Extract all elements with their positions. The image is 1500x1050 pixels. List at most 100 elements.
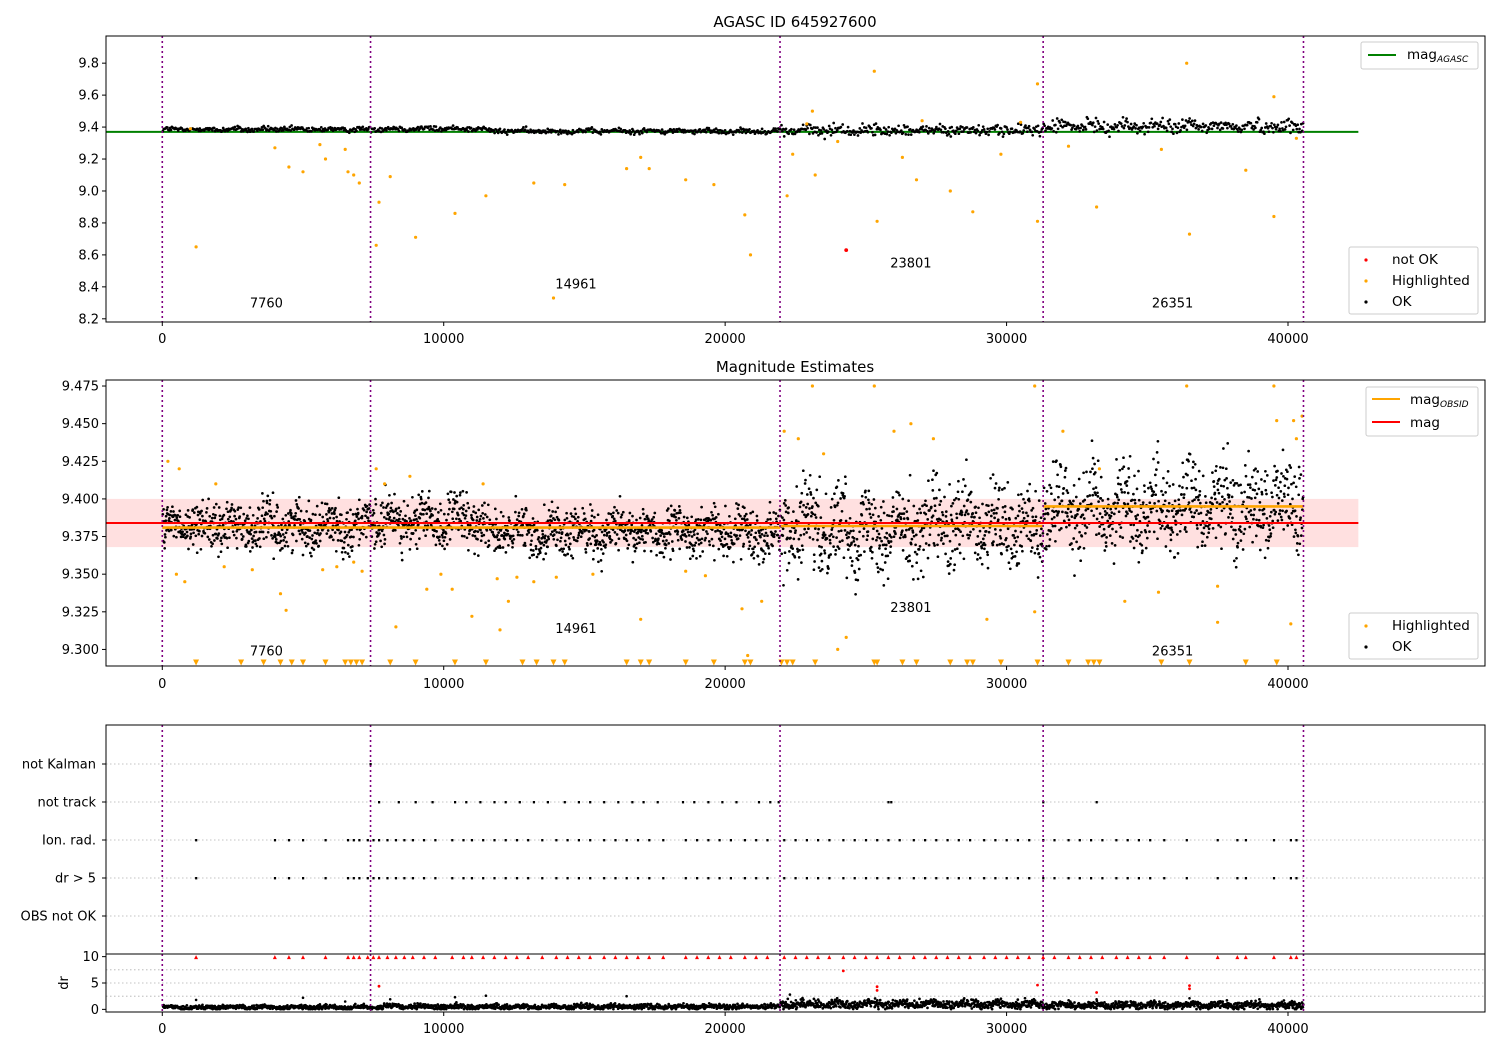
ok-point xyxy=(1287,486,1290,490)
ok-point xyxy=(357,498,361,502)
ok-point xyxy=(976,558,979,561)
ok-point xyxy=(1013,555,1017,558)
ok-point xyxy=(628,129,632,132)
ok-point xyxy=(366,516,370,520)
ok-point xyxy=(335,519,339,523)
clipped-highlighted-marker xyxy=(288,659,295,666)
ok-point xyxy=(684,535,688,538)
clipped-highlighted-marker xyxy=(561,659,568,666)
ok-point xyxy=(1291,128,1295,132)
ok-point xyxy=(467,506,471,510)
ok-point xyxy=(1044,512,1047,516)
ok-point xyxy=(707,540,711,543)
ok-point xyxy=(427,496,430,500)
flag-mark xyxy=(1272,877,1276,880)
ok-point xyxy=(1050,127,1054,130)
highlighted-point xyxy=(796,437,800,441)
ok-point xyxy=(1030,130,1034,134)
ok-point xyxy=(1026,489,1029,493)
clipped-highlighted-marker xyxy=(913,659,920,666)
ok-point xyxy=(167,529,171,533)
ok-point xyxy=(951,502,955,505)
ok-point xyxy=(755,514,759,518)
highlighted-point xyxy=(791,152,795,156)
ok-point xyxy=(499,546,502,550)
ok-point xyxy=(1038,134,1042,138)
ok-point xyxy=(1182,475,1185,479)
ok-point xyxy=(1138,129,1142,133)
ok-point xyxy=(868,512,872,516)
ok-point xyxy=(372,511,376,515)
ok-point xyxy=(817,133,820,137)
ok-point xyxy=(848,516,852,520)
ok-point xyxy=(1272,130,1275,134)
ok-point xyxy=(808,507,811,510)
ok-point xyxy=(511,541,515,545)
ok-point xyxy=(1108,135,1111,139)
ok-point xyxy=(786,511,790,515)
clipped-highlighted-marker xyxy=(646,659,653,666)
ok-point xyxy=(1226,442,1230,445)
ok-point xyxy=(297,529,301,533)
ok-point xyxy=(792,537,796,541)
ok-point xyxy=(1015,564,1019,567)
panel2-marks xyxy=(106,380,1359,666)
ok-point xyxy=(1063,475,1067,479)
ok-point xyxy=(1258,501,1262,504)
ok-point xyxy=(1258,508,1261,512)
ok-point xyxy=(590,509,594,512)
ok-point xyxy=(312,548,316,551)
ok-point xyxy=(640,131,644,135)
ok-point xyxy=(1155,509,1159,513)
ok-point xyxy=(860,494,864,498)
ok-point xyxy=(1254,534,1258,538)
ok-point xyxy=(898,493,901,497)
ok-point xyxy=(829,506,833,509)
ok-point xyxy=(1071,547,1074,551)
clipped-highlighted-marker xyxy=(353,659,360,666)
ok-point xyxy=(539,546,543,550)
ok-point xyxy=(1165,481,1169,485)
ok-point xyxy=(1212,124,1216,128)
ok-point xyxy=(803,513,806,517)
flag-mark xyxy=(935,839,938,842)
ok-point xyxy=(1265,492,1268,496)
ok-point xyxy=(794,519,798,522)
ok-point xyxy=(835,485,839,489)
ok-point xyxy=(1079,126,1082,130)
ok-point xyxy=(1238,525,1242,528)
ok-point xyxy=(717,547,721,551)
highlighted-point xyxy=(703,574,708,578)
ok-point xyxy=(1223,498,1226,501)
highlighted-point xyxy=(920,119,924,123)
ok-point xyxy=(604,546,607,549)
ok-point xyxy=(1115,495,1119,499)
ok-point xyxy=(988,129,991,133)
ok-point xyxy=(275,503,279,507)
ok-point xyxy=(201,519,205,522)
ok-point xyxy=(743,506,746,510)
ok-point xyxy=(862,502,865,506)
ok-point xyxy=(616,511,620,515)
ok-point xyxy=(791,547,795,550)
ok-point xyxy=(682,515,686,519)
ok-point xyxy=(1075,540,1078,544)
ok-point xyxy=(1239,539,1243,542)
ok-point xyxy=(841,539,844,542)
flag-mark xyxy=(743,839,746,842)
ok-point xyxy=(921,504,924,508)
flag-mark xyxy=(743,877,746,880)
ok-point xyxy=(1141,501,1145,504)
ok-point xyxy=(596,513,600,517)
ok-point xyxy=(1126,502,1130,506)
ok-point xyxy=(792,128,796,132)
ok-point xyxy=(364,535,368,539)
ok-point xyxy=(857,567,861,571)
ok-point xyxy=(1169,533,1173,537)
ok-point xyxy=(226,510,230,514)
highlighted-point xyxy=(174,572,178,576)
ok-point xyxy=(1272,479,1275,482)
ok-point xyxy=(632,530,636,533)
highlighted-point xyxy=(214,482,218,486)
ok-point xyxy=(944,552,947,556)
